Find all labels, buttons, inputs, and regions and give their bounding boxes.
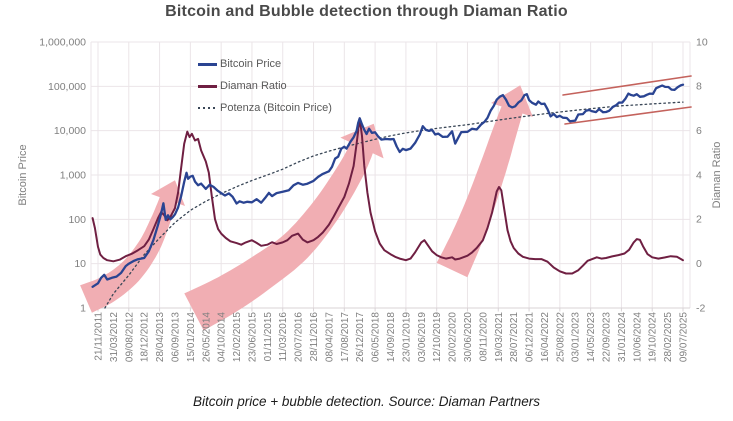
x-tick-label: 16/04/2022 — [540, 312, 551, 362]
channel-line — [564, 106, 692, 125]
legend-item-diaman-ratio: Diaman Ratio — [198, 75, 332, 97]
x-tick-label: 06/09/2013 — [170, 312, 181, 362]
right-tick-label: 0 — [696, 258, 702, 270]
bubble-arrow — [184, 123, 384, 331]
bubble-arrow — [436, 85, 533, 278]
x-tick-label: 06/12/2021 — [525, 312, 536, 362]
x-tick-label: 03/01/2023 — [571, 312, 582, 362]
x-tick-label: 26/05/2014 — [201, 312, 212, 362]
axis-tick-labels: 1,000,000100,00010,0001,0001001011086420… — [39, 36, 708, 362]
x-tick-label: 14/05/2023 — [586, 312, 597, 362]
legend-label: Diaman Ratio — [220, 80, 287, 92]
diaman-ratio-line — [91, 117, 684, 275]
x-tick-label: 09/08/2012 — [124, 312, 135, 362]
right-tick-label: -2 — [696, 302, 705, 314]
x-tick-label: 04/10/2014 — [217, 312, 228, 362]
x-tick-label: 28/11/2016 — [309, 312, 320, 362]
left-tick-label: 1,000,000 — [39, 37, 86, 49]
x-tick-label: 09/07/2025 — [679, 312, 690, 362]
legend: Bitcoin Price Diaman Ratio Potenza (Bitc… — [198, 53, 332, 119]
x-tick-label: 15/01/2014 — [186, 312, 197, 362]
x-tick-label: 08/04/2017 — [324, 312, 335, 362]
right-axis-title: Diaman Ratio — [711, 141, 723, 209]
left-tick-label: 1 — [80, 303, 86, 315]
bubble-arrows — [80, 85, 533, 331]
x-tick-label: 26/12/2017 — [355, 312, 366, 362]
x-tick-label: 06/05/2018 — [371, 312, 382, 362]
x-tick-label: 08/11/2020 — [478, 312, 489, 362]
legend-swatch-2 — [198, 106, 217, 110]
legend-swatch-0 — [198, 62, 217, 66]
x-tick-label: 11/03/2016 — [278, 312, 289, 362]
x-tick-label: 19/03/2021 — [494, 312, 505, 362]
x-tick-label: 21/11/2011 — [94, 312, 105, 361]
legend-swatch-1 — [198, 84, 217, 88]
right-tick-label: 4 — [696, 169, 702, 181]
x-tick-label: 30/06/2020 — [463, 312, 474, 362]
x-tick-label: 25/08/2022 — [555, 312, 566, 362]
x-tick-label: 28/02/2025 — [663, 312, 674, 362]
legend-label: Bitcoin Price — [220, 58, 282, 70]
x-tick-label: 18/12/2012 — [140, 312, 151, 362]
x-tick-label: 31/01/2024 — [617, 312, 628, 362]
x-tick-label: 28/07/2021 — [509, 312, 520, 362]
left-tick-label: 10 — [74, 258, 86, 270]
bitcoin-price-line — [91, 83, 685, 288]
x-tick-label: 01/11/2015 — [263, 312, 274, 362]
legend-item-potenza: Potenza (Bitcoin Price) — [198, 97, 332, 119]
right-tick-label: 8 — [696, 81, 702, 93]
x-tick-label: 20/07/2016 — [294, 312, 305, 362]
legend-item-bitcoin-price: Bitcoin Price — [198, 53, 332, 75]
x-tick-label: 31/03/2012 — [109, 312, 120, 362]
x-tick-label: 23/06/2015 — [247, 312, 258, 362]
right-tick-label: 10 — [696, 36, 708, 48]
x-tick-label: 17/08/2017 — [340, 312, 351, 362]
x-tick-label: 20/02/2020 — [448, 312, 459, 362]
x-tick-label: 12/02/2015 — [232, 312, 243, 362]
x-tick-label: 10/06/2024 — [632, 312, 643, 362]
x-tick-label: 03/06/2019 — [417, 312, 428, 362]
x-tick-label: 23/01/2019 — [401, 312, 412, 362]
potenza-line — [104, 101, 684, 309]
left-tick-label: 100 — [68, 214, 86, 226]
left-tick-label: 100,000 — [48, 81, 86, 93]
x-tick-label: 12/10/2019 — [432, 312, 443, 362]
right-tick-label: 6 — [696, 125, 702, 137]
bubble-arrow — [80, 180, 185, 313]
left-axis-title: Bitcoin Price — [17, 144, 29, 206]
legend-label: Potenza (Bitcoin Price) — [220, 102, 332, 114]
caption: Bitcoin price + bubble detection. Source… — [192, 394, 541, 409]
left-tick-label: 10,000 — [54, 125, 86, 137]
trend-channel — [562, 75, 692, 125]
right-tick-label: 2 — [696, 214, 702, 226]
x-tick-label: 14/09/2018 — [386, 312, 397, 362]
channel-line — [562, 75, 692, 96]
x-tick-label: 19/10/2024 — [648, 312, 659, 362]
left-tick-label: 1,000 — [60, 170, 86, 182]
chart-title: Bitcoin and Bubble detection through Dia… — [165, 3, 568, 20]
x-tick-label: 28/04/2013 — [155, 312, 166, 362]
x-tick-label: 22/09/2023 — [602, 312, 613, 362]
